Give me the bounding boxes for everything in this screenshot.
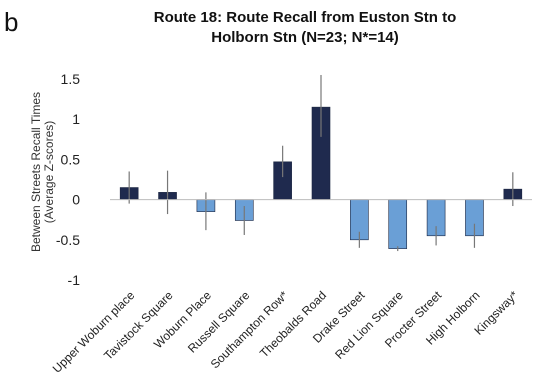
y-tick-labels: -1 -0.5 0 0.5 1 1.5 bbox=[56, 71, 80, 288]
bar bbox=[388, 199, 408, 249]
error-bars bbox=[128, 74, 514, 252]
y-axis-label-line-1: Between Streets Recall Times bbox=[29, 92, 43, 252]
y-axis-label-line-2: (Average Z-scores) bbox=[42, 121, 56, 223]
y-tick-label: 0.5 bbox=[61, 151, 81, 167]
y-tick-label: 1 bbox=[72, 111, 80, 127]
y-tick-label: 0 bbox=[72, 192, 80, 208]
y-tick-label: 1.5 bbox=[61, 71, 81, 87]
x-tick-label: Tavistock Square bbox=[101, 288, 176, 363]
y-tick-label: -1 bbox=[68, 272, 81, 288]
y-tick-label: -0.5 bbox=[56, 232, 80, 248]
panel-letter: b bbox=[4, 7, 18, 37]
x-tick-label: Theobalds Road bbox=[257, 288, 329, 360]
chart-title-line-2: Holborn Stn (N=23; N*=14) bbox=[211, 29, 399, 46]
x-tick-label: Red Lion Square bbox=[332, 288, 406, 362]
chart-title-line-1: Route 18: Route Recall from Euston Stn t… bbox=[154, 9, 457, 26]
